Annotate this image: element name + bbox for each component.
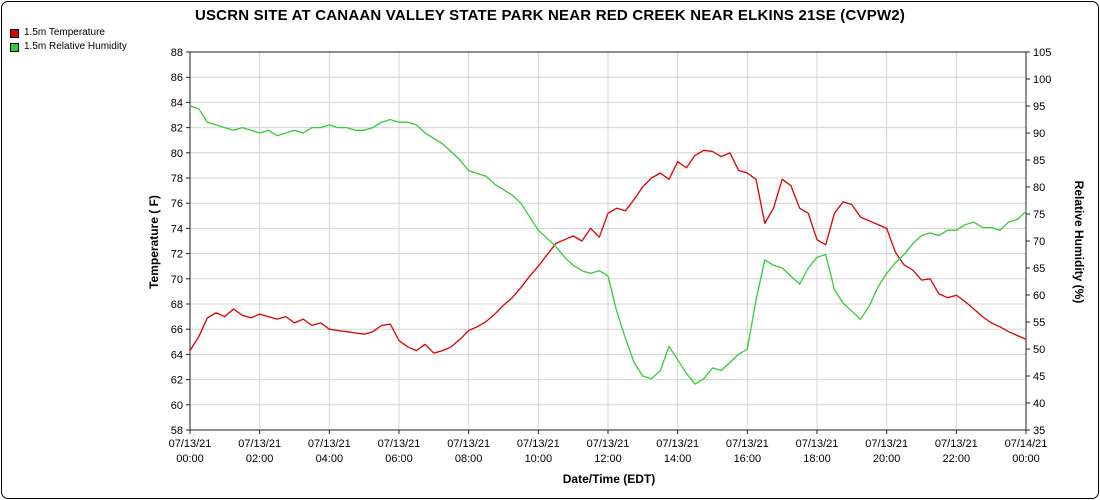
x-tick-date: 07/13/21 bbox=[517, 438, 560, 450]
legend-label-humidity: 1.5m Relative Humidity bbox=[24, 41, 127, 52]
left-tick-label: 64 bbox=[171, 349, 183, 361]
x-tick-time: 22:00 bbox=[943, 453, 971, 465]
legend: 1.5m Temperature 1.5m Relative Humidity bbox=[10, 26, 127, 54]
x-tick-time: 06:00 bbox=[385, 453, 413, 465]
x-tick-date: 07/13/21 bbox=[656, 438, 699, 450]
x-tick-time: 04:00 bbox=[316, 453, 344, 465]
right-tick-label: 65 bbox=[1033, 263, 1045, 275]
left-tick-label: 68 bbox=[171, 299, 183, 311]
temperature-line bbox=[189, 149, 1027, 354]
x-tick-time: 14:00 bbox=[664, 453, 692, 465]
x-tick-date: 07/13/21 bbox=[865, 438, 908, 450]
left-tick-label: 84 bbox=[171, 97, 183, 109]
x-tick-date: 07/13/21 bbox=[726, 438, 769, 450]
left-tick-label: 74 bbox=[171, 223, 183, 235]
right-tick-label: 105 bbox=[1033, 47, 1051, 59]
x-tick-time: 00:00 bbox=[1012, 453, 1040, 465]
left-tick-label: 66 bbox=[171, 324, 183, 336]
right-tick-label: 90 bbox=[1033, 128, 1045, 140]
right-tick-label: 70 bbox=[1033, 236, 1045, 248]
right-tick-label: 45 bbox=[1033, 371, 1045, 383]
left-tick-label: 58 bbox=[171, 425, 183, 437]
left-tick-label: 78 bbox=[171, 173, 183, 185]
right-tick-label: 75 bbox=[1033, 209, 1045, 221]
x-tick-time: 10:00 bbox=[525, 453, 553, 465]
x-tick-time: 08:00 bbox=[455, 453, 483, 465]
x-axis-title: Date/Time (EDT) bbox=[562, 472, 656, 486]
x-tick-time: 16:00 bbox=[734, 453, 762, 465]
right-tick-label: 50 bbox=[1033, 344, 1045, 356]
x-tick-date: 07/13/21 bbox=[308, 438, 351, 450]
x-tick-time: 18:00 bbox=[803, 453, 831, 465]
left-tick-label: 76 bbox=[171, 198, 183, 210]
x-tick-date: 07/14/21 bbox=[1005, 438, 1048, 450]
right-tick-label: 60 bbox=[1033, 290, 1045, 302]
x-tick-time: 12:00 bbox=[594, 453, 622, 465]
x-tick-date: 07/13/21 bbox=[238, 438, 281, 450]
left-tick-label: 70 bbox=[171, 274, 183, 286]
legend-label-temperature: 1.5m Temperature bbox=[24, 27, 105, 38]
x-tick-date: 07/13/21 bbox=[447, 438, 490, 450]
chart-title: USCRN SITE AT CANAAN VALLEY STATE PARK N… bbox=[194, 7, 906, 24]
right-tick-label: 85 bbox=[1033, 155, 1045, 167]
legend-item-humidity: 1.5m Relative Humidity bbox=[10, 40, 127, 54]
x-tick-time: 02:00 bbox=[246, 453, 274, 465]
right-tick-label: 95 bbox=[1033, 101, 1045, 113]
right-tick-label: 100 bbox=[1033, 74, 1051, 86]
x-tick-date: 07/13/21 bbox=[378, 438, 421, 450]
x-tick-date: 07/13/21 bbox=[169, 438, 212, 450]
x-tick-time: 00:00 bbox=[176, 453, 204, 465]
temperature-swatch-icon bbox=[10, 28, 19, 38]
left-tick-label: 80 bbox=[171, 148, 183, 160]
legend-item-temperature: 1.5m Temperature bbox=[10, 26, 127, 40]
x-tick-time: 20:00 bbox=[873, 453, 901, 465]
humidity-swatch-icon bbox=[10, 42, 19, 52]
left-tick-label: 86 bbox=[171, 72, 183, 84]
x-tick-date: 07/13/21 bbox=[796, 438, 839, 450]
right-tick-label: 40 bbox=[1033, 398, 1045, 410]
humidity-line bbox=[189, 105, 1027, 385]
right-tick-label: 35 bbox=[1033, 425, 1045, 437]
left-tick-label: 88 bbox=[171, 47, 183, 59]
left-tick-label: 72 bbox=[171, 249, 183, 261]
right-tick-label: 55 bbox=[1033, 317, 1045, 329]
x-tick-date: 07/13/21 bbox=[587, 438, 630, 450]
left-tick-label: 82 bbox=[171, 123, 183, 135]
right-tick-label: 80 bbox=[1033, 182, 1045, 194]
left-tick-label: 60 bbox=[171, 400, 183, 412]
x-tick-date: 07/13/21 bbox=[935, 438, 978, 450]
left-tick-label: 62 bbox=[171, 375, 183, 387]
